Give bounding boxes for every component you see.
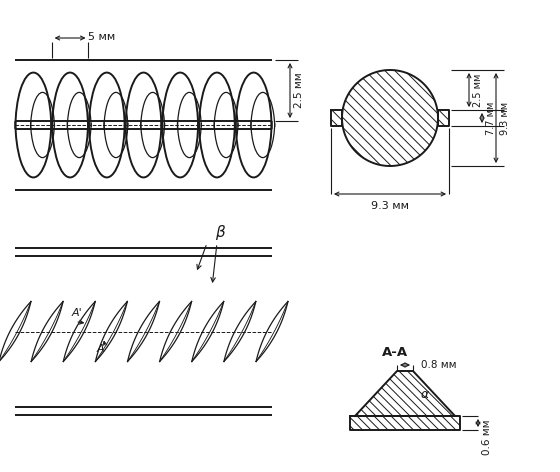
Text: 2.5 мм: 2.5 мм [294, 73, 304, 108]
Text: А': А' [72, 309, 83, 319]
Text: 7.7 мм: 7.7 мм [486, 101, 496, 135]
Text: 0.6 мм: 0.6 мм [482, 419, 492, 455]
Text: А: А [96, 345, 104, 354]
Text: α: α [421, 388, 429, 401]
Text: А-А: А-А [382, 346, 408, 360]
Text: 9.3 мм: 9.3 мм [500, 101, 510, 135]
Text: β: β [215, 226, 225, 241]
Text: 0.8 мм: 0.8 мм [421, 360, 456, 370]
Text: 5 мм: 5 мм [88, 32, 115, 42]
Text: 9.3 мм: 9.3 мм [371, 201, 409, 211]
Text: 2.5 мм: 2.5 мм [473, 73, 483, 107]
